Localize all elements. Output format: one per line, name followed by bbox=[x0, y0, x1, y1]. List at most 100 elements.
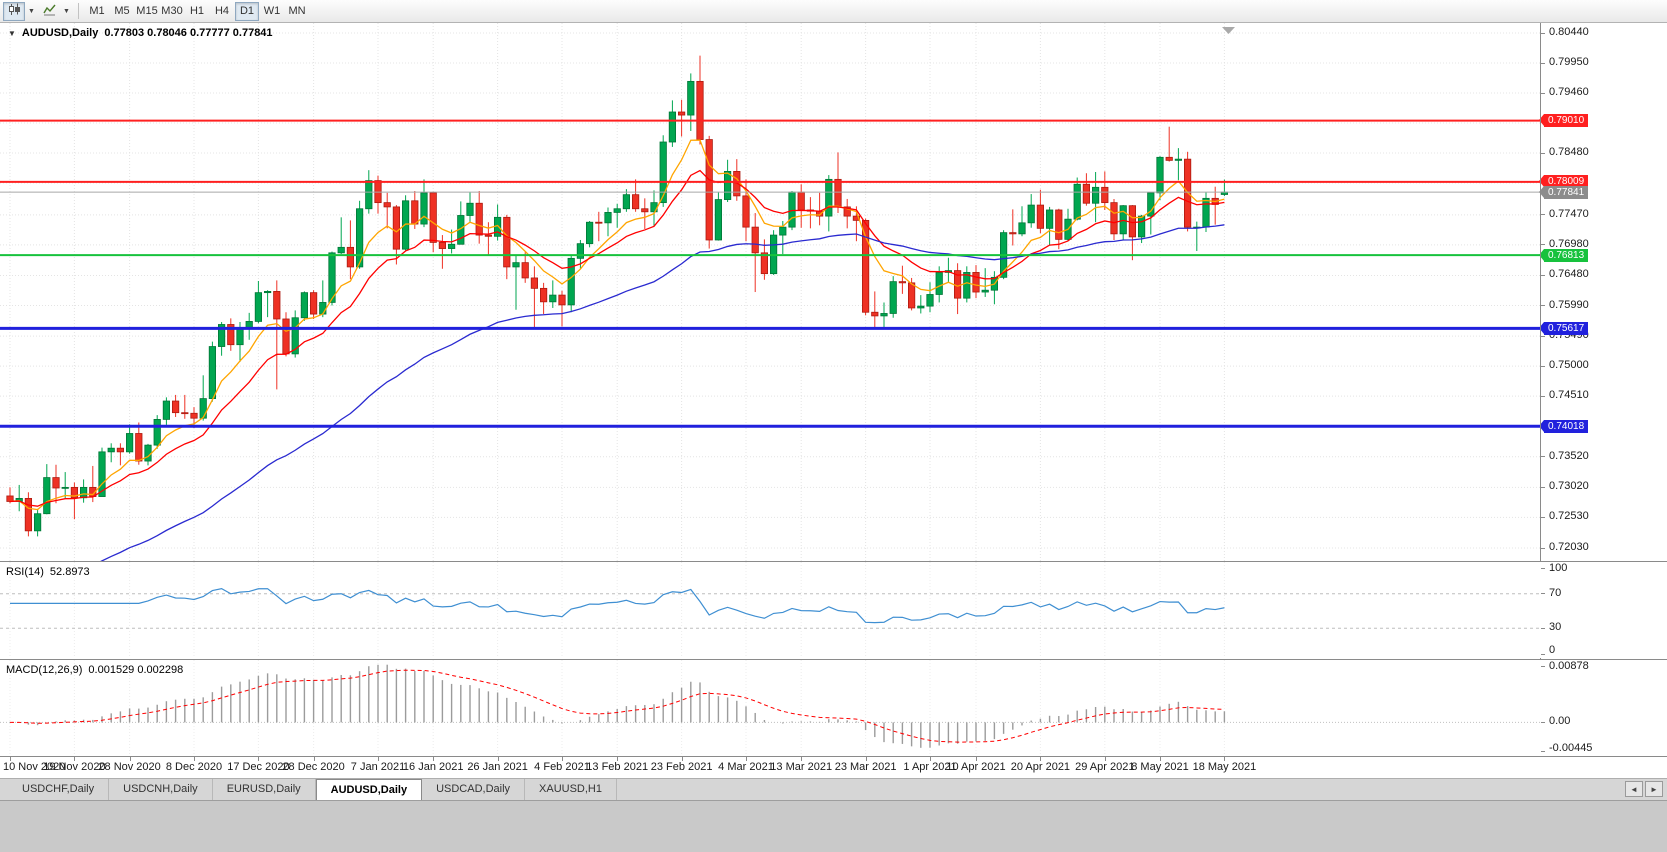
time-axis-tick bbox=[497, 757, 499, 761]
price-axis-tick bbox=[1541, 92, 1545, 94]
rsi-axis-label: 30 bbox=[1549, 621, 1562, 634]
timeframe-button-m1[interactable]: M1 bbox=[89, 5, 105, 17]
time-axis-tick bbox=[865, 757, 867, 761]
time-axis-tick bbox=[258, 757, 260, 761]
chart-ohlc-values: 0.77803 0.78046 0.77777 0.77841 bbox=[104, 27, 273, 39]
level-price-tag: 0.76813 bbox=[1538, 248, 1589, 262]
timeframe-button-d1[interactable]: D1 bbox=[235, 1, 259, 21]
collapse-marker-icon[interactable]: ▼ bbox=[8, 28, 16, 38]
rsi-axis-tick bbox=[1541, 593, 1545, 595]
time-axis-label: 1 Apr 2021 bbox=[903, 761, 957, 773]
chart-tab-eurusd[interactable]: EURUSD,Daily bbox=[213, 779, 316, 800]
macd-axis: 0.00878 0.00 -0.00445 bbox=[1541, 660, 1667, 756]
price-axis-tick bbox=[1541, 365, 1545, 367]
time-axis-tick bbox=[433, 757, 435, 761]
rsi-axis-label: 100 bbox=[1549, 562, 1568, 574]
macd-axis-label: 0.00 bbox=[1549, 715, 1571, 728]
chart-tab-usdcad[interactable]: USDCAD,Daily bbox=[422, 779, 526, 800]
time-axis-tick bbox=[1040, 757, 1042, 761]
timeframe-button-m5[interactable]: M5 bbox=[114, 5, 130, 17]
time-axis-tick bbox=[801, 757, 803, 761]
price-axis-label: 0.74510 bbox=[1549, 389, 1589, 402]
time-axis-label: 4 Feb 2021 bbox=[534, 761, 590, 773]
price-axis-label: 0.80440 bbox=[1549, 26, 1589, 38]
time-axis-tick bbox=[617, 757, 619, 761]
time-axis-tick bbox=[378, 757, 379, 761]
time-axis-label: 13 Feb 2021 bbox=[586, 761, 649, 773]
time-axis-label: 17 Dec 2020 bbox=[227, 761, 290, 773]
chart-symbol-label: AUDUSD,Daily bbox=[21, 27, 99, 39]
time-axis-label: 23 Feb 2021 bbox=[650, 761, 713, 773]
macd-name: MACD(12,26,9) bbox=[6, 664, 83, 676]
time-axis-label: 20 Apr 2021 bbox=[1010, 761, 1071, 773]
tab-scroll-right-icon[interactable]: ► bbox=[1645, 781, 1663, 797]
price-axis-label: 0.75000 bbox=[1549, 359, 1589, 372]
candlestick-chart-button[interactable] bbox=[3, 1, 25, 21]
timeframe-button-m15[interactable]: M15 bbox=[136, 5, 158, 17]
time-axis-label: 10 Nov 2020 bbox=[3, 761, 66, 773]
price-axis-label: 0.75990 bbox=[1549, 298, 1589, 311]
macd-axis-tick bbox=[1541, 665, 1545, 667]
time-axis-label: 26 Jan 2021 bbox=[467, 761, 528, 773]
time-axis-label: 18 May 2021 bbox=[1192, 761, 1257, 773]
chart-tab-usdcnh[interactable]: USDCNH,Daily bbox=[109, 779, 213, 800]
time-axis-tick bbox=[10, 757, 11, 761]
time-axis-tick bbox=[74, 757, 76, 761]
panel-separator[interactable] bbox=[0, 659, 1667, 660]
time-axis-tick bbox=[194, 757, 195, 761]
time-axis[interactable]: 10 Nov 2020 19 Nov 2020 28 Nov 2020 8 Dec 2… bbox=[0, 757, 1667, 778]
time-axis-tick bbox=[930, 757, 931, 761]
rsi-label: RSI(14) 52.8973 bbox=[6, 566, 90, 578]
time-axis-tick bbox=[746, 757, 747, 761]
indicators-button[interactable] bbox=[38, 2, 60, 21]
time-axis-tick bbox=[1224, 757, 1226, 761]
price-axis-tick bbox=[1541, 547, 1545, 549]
chart-type-caret-icon[interactable]: ▼ bbox=[28, 7, 35, 15]
time-axis-label: 8 May 2021 bbox=[1131, 761, 1189, 773]
price-axis-label: 0.79460 bbox=[1549, 86, 1589, 98]
tab-scroll-left-icon[interactable]: ◄ bbox=[1625, 781, 1643, 797]
price-axis-tick bbox=[1541, 32, 1545, 34]
time-axis-tick bbox=[129, 757, 131, 761]
price-axis-label: 0.72030 bbox=[1549, 541, 1589, 553]
macd-axis-label: -0.00445 bbox=[1549, 742, 1593, 754]
time-axis-label: 23 Mar 2021 bbox=[834, 761, 897, 773]
time-axis-label: 7 Jan 2021 bbox=[350, 761, 406, 773]
timeframe-group: M1 M5 M15 M30 H1 H4 D1 W1 MN bbox=[85, 1, 309, 21]
price-axis-tick bbox=[1541, 152, 1545, 154]
rsi-axis-label: 70 bbox=[1549, 586, 1562, 599]
time-axis-tick bbox=[313, 757, 315, 761]
timeframe-button-h1[interactable]: H1 bbox=[189, 5, 205, 17]
timeframe-button-m30[interactable]: M30 bbox=[161, 5, 183, 17]
timeframe-button-w1[interactable]: W1 bbox=[263, 5, 281, 17]
macd-values: 0.001529 0.002298 bbox=[88, 664, 184, 676]
price-axis-tick bbox=[1541, 456, 1545, 458]
indicators-caret-icon[interactable]: ▼ bbox=[63, 7, 70, 15]
chart-tab-audusd[interactable]: AUDUSD,Daily bbox=[315, 779, 423, 800]
time-axis-tick bbox=[562, 757, 563, 761]
chart-title: ▼ AUDUSD,Daily 0.77803 0.78046 0.77777 0… bbox=[8, 27, 273, 39]
panel-separator[interactable] bbox=[0, 561, 1667, 562]
chart-tab-usdchf[interactable]: USDCHF,Daily bbox=[8, 779, 110, 800]
price-axis-label: 0.77470 bbox=[1549, 207, 1589, 220]
timeframe-button-mn[interactable]: MN bbox=[288, 5, 306, 17]
price-axis-tick bbox=[1541, 305, 1545, 306]
timeframe-button-h4[interactable]: H4 bbox=[214, 5, 230, 17]
time-axis-label: 29 Apr 2021 bbox=[1075, 761, 1135, 773]
macd-panel[interactable] bbox=[0, 660, 1541, 756]
rsi-panel[interactable] bbox=[0, 562, 1541, 658]
time-axis-tick bbox=[1160, 757, 1161, 761]
price-axis[interactable]: 0.80440 0.79950 0.79460 0.78480 0.77470 0.769… bbox=[1538, 23, 1667, 561]
rsi-axis-tick bbox=[1541, 567, 1545, 569]
rsi-axis-label: 0 bbox=[1549, 644, 1556, 656]
price-axis-tick bbox=[1541, 62, 1545, 64]
time-axis-label: 4 Mar 2021 bbox=[718, 761, 774, 773]
candlestick-chart[interactable] bbox=[0, 23, 1541, 561]
rsi-axis-tick bbox=[1541, 653, 1545, 655]
macd-label: MACD(12,26,9) 0.001529 0.002298 bbox=[6, 664, 183, 676]
chart-tab-xauusd[interactable]: XAUUSD,H1 bbox=[525, 779, 617, 800]
level-price-tag: 0.74018 bbox=[1538, 419, 1589, 433]
rsi-axis-tick bbox=[1541, 627, 1545, 629]
time-axis-label: 28 Dec 2020 bbox=[282, 761, 345, 773]
rsi-name: RSI(14) bbox=[6, 566, 44, 578]
